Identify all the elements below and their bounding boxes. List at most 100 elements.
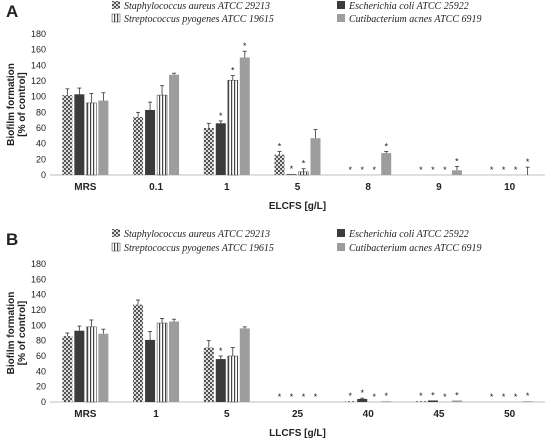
legend-swatch bbox=[112, 1, 120, 9]
y-tick-label: 140 bbox=[31, 60, 46, 70]
significance-star: * bbox=[526, 157, 530, 167]
bar bbox=[451, 400, 462, 402]
y-tick-label: 80 bbox=[36, 107, 46, 117]
significance-star: * bbox=[431, 165, 435, 175]
legend-swatch bbox=[111, 13, 121, 23]
x-axis-title: ELCFS [g/L] bbox=[269, 201, 326, 212]
y-tick-label: 20 bbox=[36, 154, 46, 164]
y-tick-label: 160 bbox=[31, 274, 46, 284]
y-tick-label: 0 bbox=[41, 170, 46, 180]
x-tick-label: 1 bbox=[224, 182, 230, 193]
bar bbox=[62, 336, 73, 402]
bar bbox=[145, 339, 156, 402]
x-tick-label: 50 bbox=[504, 409, 516, 420]
y-tick-label: 140 bbox=[31, 290, 46, 300]
bar bbox=[345, 401, 356, 402]
bar bbox=[74, 94, 85, 175]
significance-star: * bbox=[443, 165, 447, 175]
bar bbox=[215, 123, 226, 175]
bar bbox=[310, 138, 321, 175]
significance-star: * bbox=[443, 392, 447, 402]
significance-star: * bbox=[360, 388, 364, 398]
bar bbox=[62, 95, 73, 175]
y-axis-subtitle: [% of control] bbox=[17, 72, 28, 136]
bar bbox=[522, 401, 533, 402]
chart-panel-a: A Staphylococcus aureus ATCC 29213 Escheri… bbox=[6, 1, 545, 212]
bar bbox=[145, 109, 156, 175]
y-axis-subtitle: [% of control] bbox=[17, 301, 28, 365]
bar bbox=[227, 355, 239, 403]
significance-star: * bbox=[502, 165, 506, 175]
legend-label: Cutibacterium acnes ATCC 6919 bbox=[349, 243, 482, 254]
significance-star: * bbox=[231, 66, 235, 76]
y-tick-label: 100 bbox=[31, 320, 46, 330]
y-axis-title: Biofilm formation bbox=[6, 292, 17, 375]
bar bbox=[286, 174, 297, 175]
legend-label: Escherichia coli ATCC 25922 bbox=[348, 1, 469, 12]
significance-star: * bbox=[514, 392, 518, 402]
panel-letter: A bbox=[6, 2, 18, 21]
bar bbox=[298, 171, 309, 176]
panel-letter: B bbox=[6, 230, 18, 249]
x-tick-label: 10 bbox=[504, 182, 516, 193]
x-tick-label: 0.1 bbox=[149, 182, 163, 193]
bar bbox=[381, 401, 392, 402]
x-tick-label: 45 bbox=[433, 409, 445, 420]
significance-star: * bbox=[348, 165, 352, 175]
significance-star: * bbox=[314, 392, 318, 402]
significance-star: * bbox=[502, 392, 506, 402]
y-tick-label: 80 bbox=[36, 336, 46, 346]
significance-star: * bbox=[419, 165, 423, 175]
bar bbox=[239, 328, 250, 402]
bar bbox=[239, 57, 250, 175]
y-tick-label: 160 bbox=[31, 45, 46, 55]
bar bbox=[274, 154, 285, 175]
bar bbox=[86, 326, 97, 403]
chart-panel-b: B Staphylococcus aureus ATCC 29213 Escheri… bbox=[6, 229, 545, 439]
significance-star: * bbox=[372, 392, 376, 402]
significance-star: * bbox=[219, 346, 223, 356]
significance-star: * bbox=[219, 111, 223, 121]
bar bbox=[427, 400, 438, 402]
bar bbox=[227, 79, 239, 176]
x-tick-label: 5 bbox=[224, 409, 230, 420]
legend-label: Streptococcus pyogenes ATCC 19615 bbox=[124, 14, 274, 25]
bar bbox=[156, 94, 168, 176]
y-tick-label: 180 bbox=[31, 259, 46, 269]
significance-star: * bbox=[455, 156, 459, 166]
x-axis-title: LLCFS [g/L] bbox=[269, 428, 326, 439]
x-tick-label: MRS bbox=[74, 182, 97, 193]
bar bbox=[74, 330, 85, 402]
significance-star: * bbox=[490, 392, 494, 402]
significance-star: * bbox=[278, 392, 282, 402]
bar bbox=[169, 74, 180, 175]
y-axis-title: Biofilm formation bbox=[6, 63, 17, 146]
y-tick-label: 60 bbox=[36, 123, 46, 133]
y-tick-label: 120 bbox=[31, 76, 46, 86]
significance-star: * bbox=[455, 390, 459, 400]
significance-star: * bbox=[302, 159, 306, 169]
significance-star: * bbox=[360, 165, 364, 175]
significance-star: * bbox=[290, 164, 294, 174]
significance-star: * bbox=[431, 390, 435, 400]
significance-star: * bbox=[526, 391, 530, 401]
significance-star: * bbox=[243, 41, 247, 51]
y-tick-label: 180 bbox=[31, 29, 46, 39]
legend-label: Cutibacterium acnes ATCC 6919 bbox=[349, 14, 482, 25]
bar bbox=[381, 153, 392, 175]
significance-star: * bbox=[419, 391, 423, 401]
legend-swatch bbox=[337, 1, 345, 9]
y-tick-label: 60 bbox=[36, 351, 46, 361]
bar bbox=[98, 100, 109, 175]
legend-swatch bbox=[337, 14, 345, 22]
significance-star: * bbox=[290, 392, 294, 402]
y-tick-label: 100 bbox=[31, 92, 46, 102]
legend-swatch bbox=[111, 242, 121, 252]
significance-star: * bbox=[278, 142, 282, 152]
x-tick-label: 5 bbox=[295, 182, 301, 193]
significance-star: * bbox=[384, 391, 388, 401]
bar bbox=[156, 322, 168, 403]
legend-label: Escherichia coli ATCC 25922 bbox=[348, 229, 469, 240]
significance-star: * bbox=[384, 142, 388, 152]
bar bbox=[451, 170, 462, 175]
